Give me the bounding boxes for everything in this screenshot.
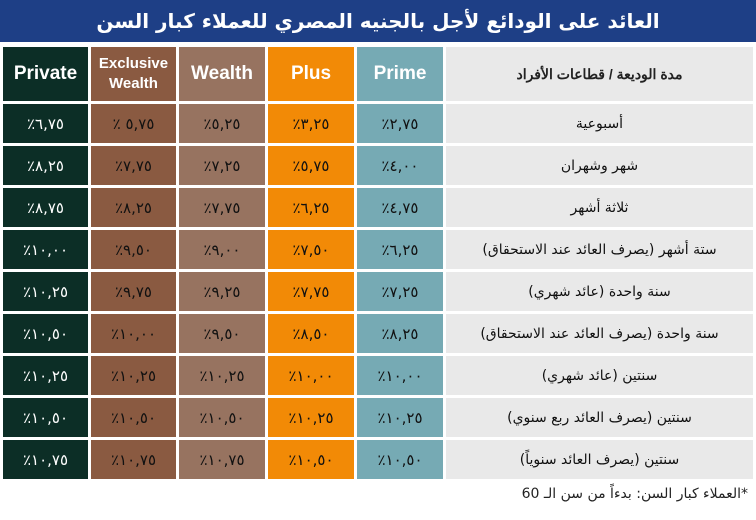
table-row: ٪٨,٧٥ ٪٨,٢٥ ٪٧,٧٥ ٪٦,٢٥ ٪٤,٧٥ ثلاثة أشهر	[3, 188, 753, 227]
rate-exclusive-wealth: ٪١٠,٥٠	[91, 398, 176, 437]
rate-wealth: ٪٥,٢٥	[179, 104, 265, 143]
rate-prime: ٪١٠,٠٠	[357, 356, 443, 395]
column-header-wealth: Wealth	[179, 47, 265, 101]
rate-wealth: ٪٩,٠٠	[179, 230, 265, 269]
rate-prime: ٪٧,٢٥	[357, 272, 443, 311]
column-header-label: مدة الوديعة / قطاعات الأفراد	[446, 47, 753, 101]
row-label: ستة أشهر (يصرف العائد عند الاستحقاق)	[446, 230, 753, 269]
rate-exclusive-wealth: ٪٨,٢٥	[91, 188, 176, 227]
rate-plus: ٪٧,٥٠	[268, 230, 354, 269]
rate-wealth: ٪٧,٢٥	[179, 146, 265, 185]
footnote: *العملاء كبار السن: بدءاً من سن الـ 60	[521, 486, 748, 502]
rate-exclusive-wealth: ٪٩,٧٥	[91, 272, 176, 311]
row-label: سنتين (عائد شهري)	[446, 356, 753, 395]
column-header-private: Private	[3, 47, 88, 101]
rates-table: Private Exclusive Wealth Wealth Plus Pri…	[0, 44, 756, 482]
rate-prime: ٪٤,٠٠	[357, 146, 443, 185]
rate-wealth: ٪١٠,٧٥	[179, 440, 265, 479]
rate-prime: ٪١٠,٥٠	[357, 440, 443, 479]
row-label: شهر وشهران	[446, 146, 753, 185]
table-row: ٪١٠,٢٥ ٪١٠,٢٥ ٪١٠,٢٥ ٪١٠,٠٠ ٪١٠,٠٠ سنتين (عائ…	[3, 356, 753, 395]
rate-private: ٪٦,٧٥	[3, 104, 88, 143]
rate-private: ٪١٠,٥٠	[3, 398, 88, 437]
rate-exclusive-wealth: ٪٧,٧٥	[91, 146, 176, 185]
rate-prime: ٪٨,٢٥	[357, 314, 443, 353]
rate-prime: ٪٦,٢٥	[357, 230, 443, 269]
table-row: ٪٨,٢٥ ٪٧,٧٥ ٪٧,٢٥ ٪٥,٧٥ ٪٤,٠٠ شهر وشهران	[3, 146, 753, 185]
rate-plus: ٪٣,٢٥	[268, 104, 354, 143]
column-header-plus: Plus	[268, 47, 354, 101]
row-label: سنة واحدة (عائد شهري)	[446, 272, 753, 311]
rate-exclusive-wealth: ٪٩,٥٠	[91, 230, 176, 269]
rate-wealth: ٪٩,٥٠	[179, 314, 265, 353]
rate-plus: ٪١٠,٥٠	[268, 440, 354, 479]
row-label: سنتين (يصرف العائد سنوياً)	[446, 440, 753, 479]
rate-wealth: ٪١٠,٥٠	[179, 398, 265, 437]
rate-wealth: ٪١٠,٢٥	[179, 356, 265, 395]
rate-exclusive-wealth: ٪١٠,٠٠	[91, 314, 176, 353]
table-row: ٪٦,٧٥ ٪ ٥,٧٥ ٪٥,٢٥ ٪٣,٢٥ ٪٢,٧٥ أسبوعية	[3, 104, 753, 143]
rate-exclusive-wealth: ٪١٠,٧٥	[91, 440, 176, 479]
rate-plus: ٪١٠,٢٥	[268, 398, 354, 437]
rate-plus: ٪٨,٥٠	[268, 314, 354, 353]
rate-private: ٪٨,٢٥	[3, 146, 88, 185]
rate-plus: ٪١٠,٠٠	[268, 356, 354, 395]
rate-private: ٪١٠,٠٠	[3, 230, 88, 269]
rate-plus: ٪٥,٧٥	[268, 146, 354, 185]
table-row: ٪١٠,٢٥ ٪٩,٧٥ ٪٩,٢٥ ٪٧,٧٥ ٪٧,٢٥ سنة واحدة (عائ…	[3, 272, 753, 311]
rate-prime: ٪٤,٧٥	[357, 188, 443, 227]
row-label: سنة واحدة (يصرف العائد عند الاستحقاق)	[446, 314, 753, 353]
table-row: ٪١٠,٧٥ ٪١٠,٧٥ ٪١٠,٧٥ ٪١٠,٥٠ ٪١٠,٥٠ سنتين (يصر…	[3, 440, 753, 479]
column-header-exclusive-wealth: Exclusive Wealth	[91, 47, 176, 101]
table-header-row: Private Exclusive Wealth Wealth Plus Pri…	[3, 47, 753, 101]
rate-exclusive-wealth: ٪ ٥,٧٥	[91, 104, 176, 143]
rate-wealth: ٪٧,٧٥	[179, 188, 265, 227]
table-row: ٪١٠,٠٠ ٪٩,٥٠ ٪٩,٠٠ ٪٧,٥٠ ٪٦,٢٥ ستة أشهر (يصرف…	[3, 230, 753, 269]
rate-exclusive-wealth: ٪١٠,٢٥	[91, 356, 176, 395]
rate-private: ٪١٠,٥٠	[3, 314, 88, 353]
rate-prime: ٪٢,٧٥	[357, 104, 443, 143]
rate-private: ٪١٠,٢٥	[3, 356, 88, 395]
row-label: سنتين (يصرف العائد ربع سنوي)	[446, 398, 753, 437]
rate-private: ٪١٠,٢٥	[3, 272, 88, 311]
rate-plus: ٪٧,٧٥	[268, 272, 354, 311]
rate-private: ٪٨,٧٥	[3, 188, 88, 227]
rate-private: ٪١٠,٧٥	[3, 440, 88, 479]
rate-plus: ٪٦,٢٥	[268, 188, 354, 227]
row-label: أسبوعية	[446, 104, 753, 143]
table-row: ٪١٠,٥٠ ٪١٠,٠٠ ٪٩,٥٠ ٪٨,٥٠ ٪٨,٢٥ سنة واحدة (يص…	[3, 314, 753, 353]
row-label: ثلاثة أشهر	[446, 188, 753, 227]
rate-prime: ٪١٠,٢٥	[357, 398, 443, 437]
rate-wealth: ٪٩,٢٥	[179, 272, 265, 311]
column-header-prime: Prime	[357, 47, 443, 101]
page-title: العائد على الودائع لأجل بالجنيه المصري ل…	[0, 0, 756, 42]
table-row: ٪١٠,٥٠ ٪١٠,٥٠ ٪١٠,٥٠ ٪١٠,٢٥ ٪١٠,٢٥ سنتين (يصر…	[3, 398, 753, 437]
